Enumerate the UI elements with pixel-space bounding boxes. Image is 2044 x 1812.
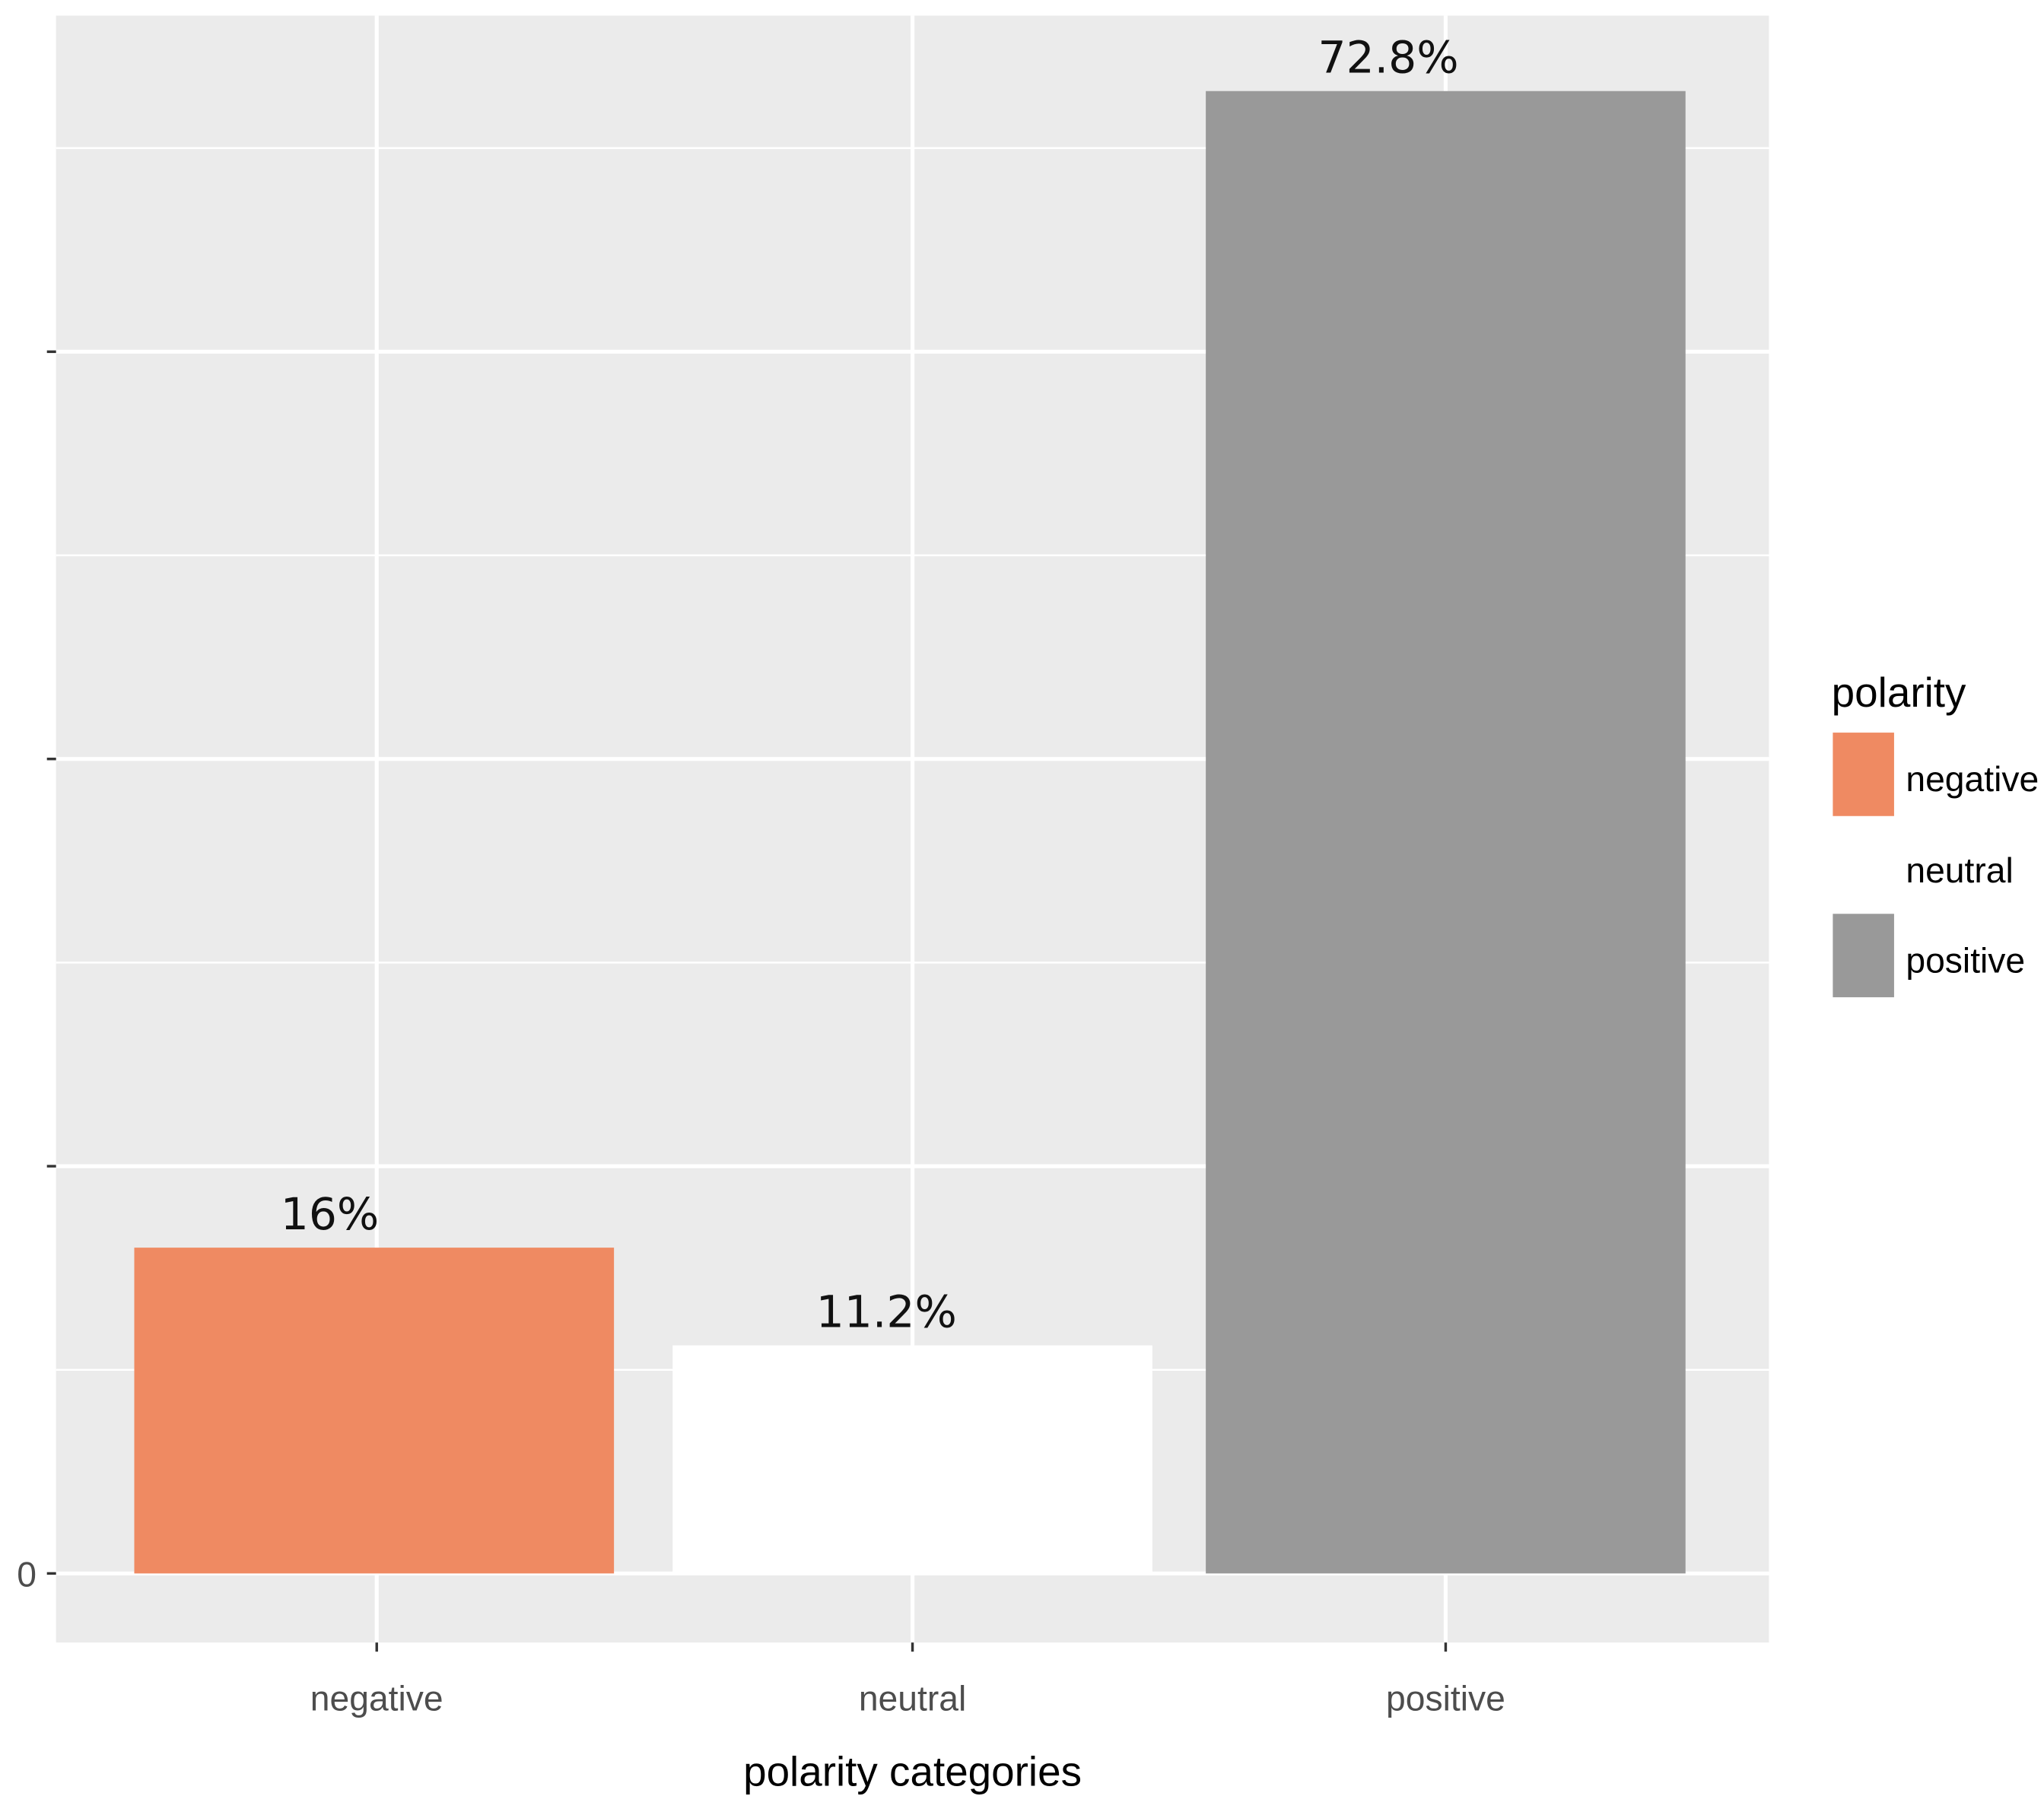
x-tick-label: neutral xyxy=(859,1678,966,1718)
y-axis: 0 xyxy=(17,350,56,1594)
bar-positive xyxy=(1206,91,1686,1574)
data-label-positive: 72.8% xyxy=(1318,32,1459,84)
legend-key-positive xyxy=(1833,914,1894,997)
legend-label-positive: positive xyxy=(1906,940,2025,980)
legend-title: polarity xyxy=(1832,669,1966,716)
legend-key-neutral xyxy=(1833,824,1894,908)
bars: 16% 11.2% 72.8% xyxy=(134,32,1686,1574)
bar-negative xyxy=(134,1248,615,1574)
data-label-neutral: 11.2% xyxy=(816,1286,957,1338)
legend-key-negative xyxy=(1833,733,1894,816)
data-label-negative: 16% xyxy=(281,1188,379,1240)
x-tick-label: positive xyxy=(1386,1678,1505,1718)
bar-neutral xyxy=(672,1345,1152,1574)
x-axis-title: polarity categories xyxy=(743,1748,1082,1795)
legend: polarity negative neutral positive xyxy=(1832,669,2039,997)
x-axis: negative neutral positive xyxy=(310,1642,1505,1718)
x-tick-label: negative xyxy=(310,1678,443,1718)
y-tick-label: 0 xyxy=(17,1555,37,1594)
legend-label-neutral: neutral xyxy=(1906,850,2013,890)
legend-label-negative: negative xyxy=(1906,759,2039,799)
